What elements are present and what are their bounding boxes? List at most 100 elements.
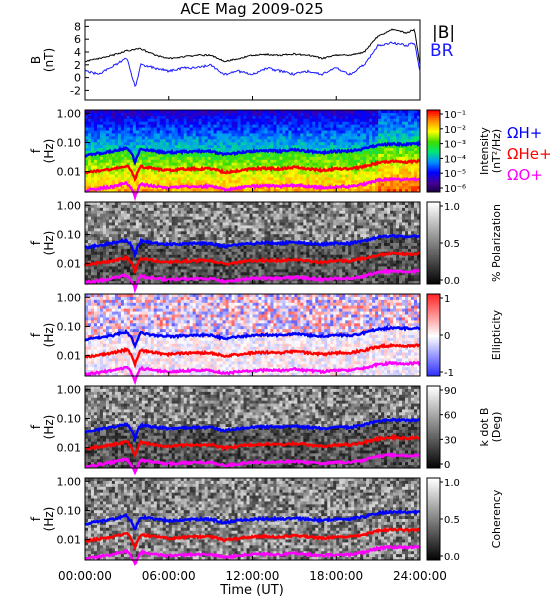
spectrogram-cell (162, 225, 167, 229)
spectrogram-cell (105, 124, 110, 128)
spectrogram-cell (324, 121, 328, 126)
spectrogram-cell (120, 269, 125, 273)
spectrogram-cell (132, 245, 137, 250)
spectrogram-cell (96, 159, 101, 164)
spectrogram-cell (135, 204, 140, 209)
spectrogram-cell (183, 234, 188, 238)
spectrogram-cell (357, 127, 361, 131)
spectrogram-cell (252, 156, 256, 161)
spectrogram-cell (117, 234, 122, 238)
spectrogram-cell (129, 231, 134, 235)
spectrogram-cell (231, 145, 235, 149)
spectrogram-cell (384, 118, 388, 123)
spectrogram-cell (210, 130, 215, 134)
colorbar-cell (427, 165, 440, 168)
spectrogram-cell (120, 281, 125, 285)
spectrogram-cell (249, 118, 253, 123)
spectrogram-cell (264, 243, 268, 247)
spectrogram-cell (354, 174, 358, 178)
spectrogram-cell (219, 266, 223, 270)
spectrogram-cell (135, 219, 140, 223)
spectrogram-cell (357, 136, 361, 140)
spectrogram-cell (213, 213, 218, 218)
spectrogram-cell (378, 130, 382, 134)
spectrogram-cell (201, 204, 206, 209)
spectrogram-cell (225, 133, 229, 137)
spectrogram-cell (93, 228, 98, 232)
spectrogram-cell (135, 251, 140, 256)
spectrogram-cell (156, 216, 161, 220)
spectrogram-cell (225, 124, 229, 128)
spectrogram-cell (243, 121, 247, 126)
spectrogram-cell (291, 127, 295, 131)
spectrogram-cell (105, 121, 110, 126)
spectrogram-cell (201, 251, 206, 256)
spectrogram-cell (159, 254, 164, 259)
spectrogram-cell (144, 136, 149, 140)
spectrogram-cell (402, 115, 406, 120)
spectrogram-cell (171, 110, 176, 114)
spectrogram-cell (90, 177, 95, 181)
spectrogram-cell (186, 269, 191, 273)
spectrogram-cell (234, 110, 238, 114)
spectrogram-cell (369, 133, 373, 137)
spectrogram-cell (312, 133, 316, 137)
spectrogram-cell (126, 234, 131, 238)
spectrogram-cell (381, 153, 385, 158)
colorbar-cell (427, 157, 440, 160)
spectrogram-cell (165, 130, 170, 134)
spectrogram-cell (111, 189, 116, 193)
spectrogram-cell (120, 254, 125, 259)
spectrogram-cell (363, 151, 367, 155)
colorbar-tick-label: 10⁻² (444, 125, 466, 136)
spectrogram-cell (183, 263, 188, 267)
spectrogram-cell (333, 145, 337, 149)
spectrogram-cell (96, 228, 101, 232)
spectrogram-cell (267, 168, 271, 172)
spectrogram-cell (150, 121, 155, 126)
spectrogram-cell (183, 148, 188, 152)
spectrogram-cell (165, 210, 170, 215)
spectrogram-cell (249, 257, 253, 261)
spectrogram-cell (243, 207, 247, 212)
spectrogram-cell (405, 112, 409, 117)
spectrogram-cell (387, 124, 391, 128)
spectrogram-cell (198, 260, 203, 264)
spectrogram-cell (246, 121, 250, 126)
spectrogram-cell (177, 219, 182, 223)
spectrogram-cell (171, 216, 176, 220)
spectrogram-cell (321, 183, 325, 187)
spectrogram-cell (138, 142, 143, 146)
spectrogram-cell (189, 162, 194, 167)
spectrogram-cell (237, 183, 241, 187)
spectrogram-cell (228, 204, 232, 209)
spectrogram-cell (405, 153, 409, 158)
spectrogram-cell (222, 225, 226, 229)
spectrogram-cell (231, 189, 235, 193)
field-y-tick-label: 8 (74, 20, 81, 33)
spectrogram-cell (255, 248, 259, 253)
spectrogram-cell (312, 142, 316, 146)
spectrogram-cell (216, 130, 220, 134)
spectrogram-cell (387, 118, 391, 123)
spectrogram-cell (324, 127, 328, 131)
spectrogram-cell (96, 213, 101, 218)
spectrogram-cell (198, 121, 203, 126)
spectrogram-cell (318, 162, 322, 167)
spectrogram-cell (345, 118, 349, 123)
spectrogram-cell (360, 174, 364, 178)
spectrogram-cell (246, 269, 250, 273)
spectrogram-cell (87, 165, 92, 169)
spectrogram-cell (348, 145, 352, 149)
spectrogram-cell (390, 153, 394, 158)
spectrogram-cell (303, 148, 307, 152)
spectrogram-cell (393, 171, 397, 175)
spectrogram-cell (393, 136, 397, 140)
spectrogram-cell (180, 133, 185, 137)
spectrogram-cell (303, 112, 307, 117)
spectrogram-cell (159, 237, 164, 241)
spectrogram-cell (165, 202, 170, 206)
spectrogram-cell (300, 156, 304, 161)
colorbar-cell (427, 181, 440, 185)
spectrogram-cell (285, 136, 289, 140)
